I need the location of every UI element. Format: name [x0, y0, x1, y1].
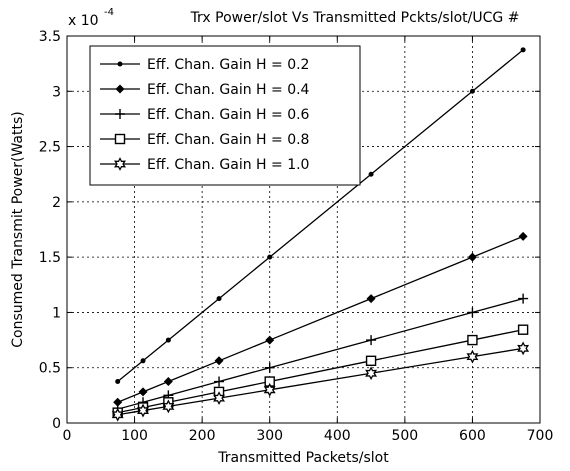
data-point: [366, 294, 376, 304]
data-point: [115, 379, 121, 385]
legend-box: [89, 45, 361, 186]
legend-item: Eff. Chan. Gain H = 0.2: [100, 57, 309, 73]
x-axis-ticks: 0 100 200 300 400 500 600 700: [63, 36, 554, 444]
legend-label: Eff. Chan. Gain H = 1.0: [147, 157, 309, 173]
data-point: [267, 254, 273, 260]
data-point: [264, 362, 275, 373]
y-axis-ticks: 0 0.5 1 1.5 2 2.5 3 3.5: [39, 29, 540, 432]
x-tick-label: 700: [527, 428, 554, 444]
legend-label: Eff. Chan. Gain H = 0.4: [147, 82, 310, 98]
y-tick-label: 2.5: [39, 140, 61, 156]
y-tick-label: 3: [52, 84, 61, 100]
series-group: [111, 47, 530, 422]
y-exponent-base: x 10: [68, 13, 99, 29]
y-exponent: x 10 -4: [68, 7, 114, 29]
series-path: [117, 49, 524, 383]
series-line: [115, 47, 526, 385]
chart-title: Trx Power/slot Vs Transmitted Pckts/slot…: [190, 10, 520, 26]
legend-item: Eff. Chan. Gain H = 0.8: [100, 132, 309, 148]
data-point: [517, 324, 529, 335]
data-point: [113, 397, 123, 407]
data-point: [467, 334, 478, 346]
data-point: [469, 88, 475, 94]
y-tick-label: 2: [52, 195, 61, 211]
data-point: [467, 252, 477, 262]
x-tick-label: 200: [189, 428, 216, 444]
data-point: [520, 47, 526, 53]
legend-item: Eff. Chan. Gain H = 1.0: [100, 157, 309, 173]
data-point: [518, 293, 529, 304]
data-point: [518, 231, 528, 241]
data-point: [265, 335, 275, 345]
data-point: [163, 377, 173, 387]
y-tick-label: 1.5: [39, 250, 61, 266]
y-tick-label: 3.5: [39, 29, 61, 45]
data-point: [517, 341, 530, 356]
series-path: [117, 297, 524, 410]
data-point: [165, 337, 171, 343]
data-point: [467, 307, 478, 318]
data-point: [214, 356, 224, 366]
y-tick-label: 1: [52, 305, 61, 321]
data-point: [216, 296, 222, 302]
data-point: [140, 358, 146, 364]
data-point: [138, 387, 148, 397]
x-tick-label: 100: [121, 428, 148, 444]
series-line: [111, 341, 530, 422]
x-tick-label: 400: [324, 428, 351, 444]
data-point: [365, 366, 378, 381]
x-tick-label: 600: [459, 428, 486, 444]
data-point: [365, 355, 377, 367]
data-point: [162, 399, 175, 414]
x-tick-label: 500: [391, 428, 418, 444]
series-line: [113, 231, 528, 407]
data-point: [117, 61, 123, 67]
y-axis-label: Consumed Transmit Power(Watts): [10, 111, 26, 347]
y-tick-label: 0: [52, 416, 61, 432]
data-point: [115, 109, 125, 119]
data-point: [214, 376, 225, 387]
legend-label: Eff. Chan. Gain H = 0.2: [147, 57, 309, 73]
data-point: [466, 349, 479, 364]
data-point: [213, 391, 226, 406]
x-tick-label: 0: [63, 428, 72, 444]
data-point: [137, 403, 149, 418]
plot-frame: [66, 35, 541, 424]
data-point: [114, 133, 126, 145]
data-point: [114, 157, 126, 171]
data-point: [366, 335, 377, 346]
data-point: [263, 382, 276, 397]
legend-label: Eff. Chan. Gain H = 0.6: [147, 107, 310, 123]
series-path: [117, 235, 524, 403]
x-axis-label: Transmitted Packets/slot: [217, 450, 389, 466]
data-point: [368, 171, 374, 177]
legend-item: Eff. Chan. Gain H = 0.6: [100, 107, 310, 123]
data-point: [115, 84, 125, 94]
y-exponent-power: -4: [104, 7, 114, 18]
legend-label: Eff. Chan. Gain H = 0.8: [147, 132, 309, 148]
y-tick-label: 0.5: [39, 361, 61, 377]
legend: Eff. Chan. Gain H = 0.2 Eff. Chan. Gain H…: [89, 45, 361, 186]
legend-item: Eff. Chan. Gain H = 0.4: [100, 82, 310, 98]
data-point: [111, 407, 124, 422]
x-tick-label: 300: [256, 428, 283, 444]
